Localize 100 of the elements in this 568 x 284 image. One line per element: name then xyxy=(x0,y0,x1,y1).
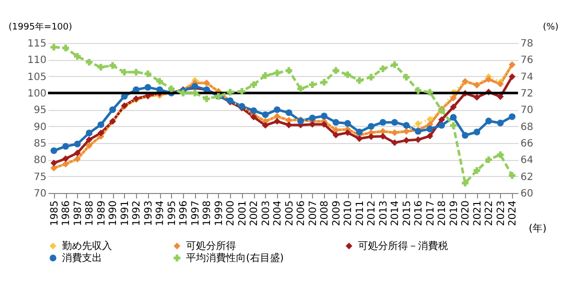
point xyxy=(426,132,434,140)
point xyxy=(450,114,457,121)
point xyxy=(262,72,269,79)
point xyxy=(438,116,445,124)
point xyxy=(86,58,92,66)
point xyxy=(485,76,492,83)
point xyxy=(497,93,504,100)
point xyxy=(309,81,316,88)
x-tick-label: 1998 xyxy=(202,200,214,226)
x-tick-label: 2000 xyxy=(226,200,237,226)
point xyxy=(86,136,92,144)
point xyxy=(356,135,363,142)
x-axis-title: (年) xyxy=(528,222,547,234)
point xyxy=(332,118,340,126)
point xyxy=(98,130,104,136)
y2-tick-label: 74 xyxy=(520,72,534,83)
point xyxy=(156,78,163,85)
point xyxy=(450,94,457,102)
point xyxy=(144,70,152,78)
point xyxy=(250,81,257,88)
point xyxy=(344,129,351,136)
y2-tick-label: 66 xyxy=(520,138,534,150)
point xyxy=(250,114,257,120)
point xyxy=(368,133,374,140)
x-tick-label: 2002 xyxy=(249,200,260,226)
point xyxy=(344,120,351,127)
x-tick-label: 2013 xyxy=(378,200,390,226)
point xyxy=(320,78,328,86)
x-tick-label: 2017 xyxy=(425,200,436,226)
x-tick-label: 1988 xyxy=(84,200,96,226)
legend-label: 消費支出 xyxy=(62,252,102,264)
point xyxy=(356,128,363,136)
x-tick-label: 2021 xyxy=(472,200,484,226)
point xyxy=(368,74,374,81)
y-tick-label: 70 xyxy=(34,188,46,200)
x-tick-label: 1995 xyxy=(166,200,178,226)
point xyxy=(497,151,504,158)
x-tick-label: 2020 xyxy=(460,200,472,226)
point xyxy=(74,140,81,148)
x-tick-label: 2007 xyxy=(308,200,319,226)
x-tick-label: 2024 xyxy=(508,200,519,226)
point xyxy=(450,122,457,129)
point xyxy=(121,68,128,76)
y-tick-label: 75 xyxy=(34,172,46,183)
y-tick-label: 100 xyxy=(27,88,46,100)
point xyxy=(474,94,480,101)
point xyxy=(50,44,58,51)
y2-tick-label: 70 xyxy=(520,105,534,116)
x-tick-label: 2018 xyxy=(437,200,448,226)
point xyxy=(274,70,280,76)
point xyxy=(50,147,58,154)
point xyxy=(403,122,410,129)
point xyxy=(391,118,398,126)
point xyxy=(62,155,69,162)
y-axis-title: (1995年=100) xyxy=(8,22,72,32)
x-tick-label: 1993 xyxy=(143,200,154,226)
x-tick-label: 1986 xyxy=(61,200,72,226)
y2-tick-label: 60 xyxy=(520,188,534,200)
point xyxy=(403,74,410,81)
point xyxy=(414,87,422,94)
point xyxy=(474,128,480,136)
y-tick-label: 80 xyxy=(34,155,46,166)
x-tick-label: 2016 xyxy=(414,200,425,226)
point xyxy=(62,44,69,52)
y2-tick-label: 72 xyxy=(520,88,534,100)
y2-tick-label: 62 xyxy=(520,172,534,183)
point xyxy=(286,67,292,74)
point xyxy=(356,77,363,84)
point xyxy=(485,156,492,164)
y2-tick-label: 64 xyxy=(520,155,534,166)
legend-label: 可処分所得－消費税 xyxy=(358,240,448,252)
point xyxy=(144,84,152,91)
point xyxy=(109,106,116,114)
x-tick-label: 1994 xyxy=(155,200,166,226)
y2-tick-label: 76 xyxy=(520,55,534,66)
x-tick-label: 2008 xyxy=(320,200,331,226)
x-tick-label: 1997 xyxy=(190,200,202,226)
x-tick-label: 1999 xyxy=(214,200,225,226)
x-tick-label: 1991 xyxy=(120,200,131,226)
x-tick-label: 2004 xyxy=(272,200,284,226)
point xyxy=(132,68,140,76)
y-tick-label: 110 xyxy=(27,55,46,66)
point xyxy=(426,126,434,132)
point xyxy=(309,114,316,122)
x-tick-label: 2003 xyxy=(260,200,272,226)
point xyxy=(414,136,422,144)
point xyxy=(180,90,186,96)
point xyxy=(426,88,434,96)
x-tick-label: 2010 xyxy=(343,200,354,226)
point xyxy=(485,118,492,124)
y2-tick-label: 68 xyxy=(520,122,534,133)
point xyxy=(474,167,480,174)
point xyxy=(286,122,292,128)
point xyxy=(192,90,198,96)
point xyxy=(203,95,210,102)
x-tick-label: 1996 xyxy=(178,200,190,226)
y-tick-label: 115 xyxy=(27,38,46,50)
y-tick-label: 90 xyxy=(34,122,46,133)
y2-tick-label: 78 xyxy=(520,38,534,50)
point xyxy=(226,88,234,96)
